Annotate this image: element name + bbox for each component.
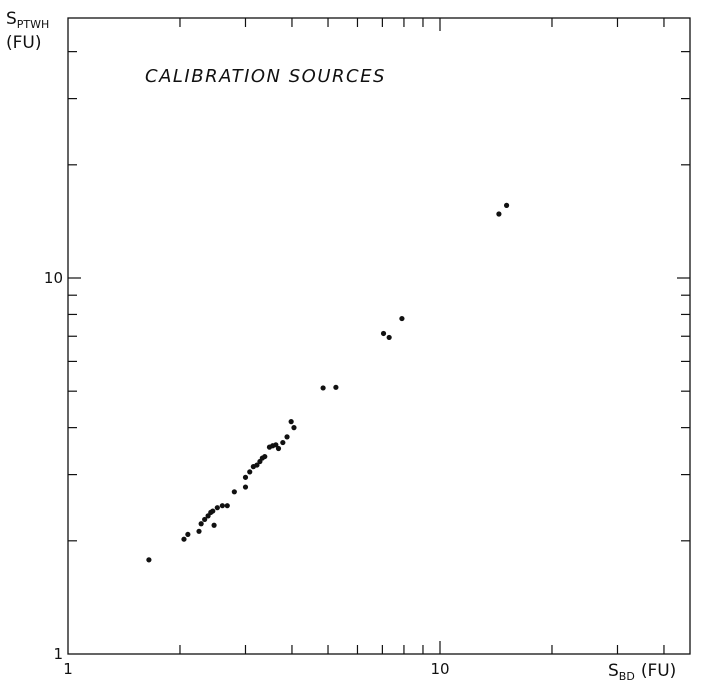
data-point [496,211,502,217]
y-axis-unit: (FU) [6,33,42,53]
data-point [273,442,279,448]
data-point [181,536,187,542]
data-point [254,462,260,468]
data-point [231,489,237,495]
data-point [196,528,202,534]
x-axis-title-subscript: BD [619,670,635,683]
data-point [247,469,253,475]
data-point [399,315,405,322]
data-point [320,385,326,391]
axis-ticks [68,18,690,654]
data-point [224,503,230,509]
data-point [242,474,249,480]
data-point [386,334,392,341]
data-point [210,508,216,514]
data-points [146,202,510,563]
data-point [262,453,268,460]
data-point [280,439,286,446]
data-point [284,434,290,440]
x-tick-label: 10 [430,660,449,678]
data-point [291,425,297,431]
y-axis-title: SPTWH [6,9,49,31]
y-tick-label: 1 [53,645,63,663]
data-point [333,384,339,390]
data-point [275,445,282,452]
tick-labels: 1 10 1 10 [44,269,450,678]
y-axis-title-main: S [6,9,17,29]
x-tick-label: 1 [63,660,73,678]
data-point [198,521,204,527]
x-axis-title-unit: (FU) [641,661,677,681]
y-tick-label: 10 [44,269,63,287]
data-point [219,503,225,509]
x-axis-title: SBD (FU) [608,661,676,683]
y-axis-title-subscript: PTWH [17,18,50,31]
chart-title: CALIBRATION SOURCES [145,66,386,87]
data-point [503,202,510,208]
data-point [214,505,220,511]
data-point [242,484,249,490]
data-point [202,516,208,523]
data-point [288,419,294,425]
data-point [211,522,217,528]
x-axis-title-main: S [608,661,619,681]
data-point [185,531,191,538]
data-point [146,557,152,563]
data-point [380,330,387,337]
